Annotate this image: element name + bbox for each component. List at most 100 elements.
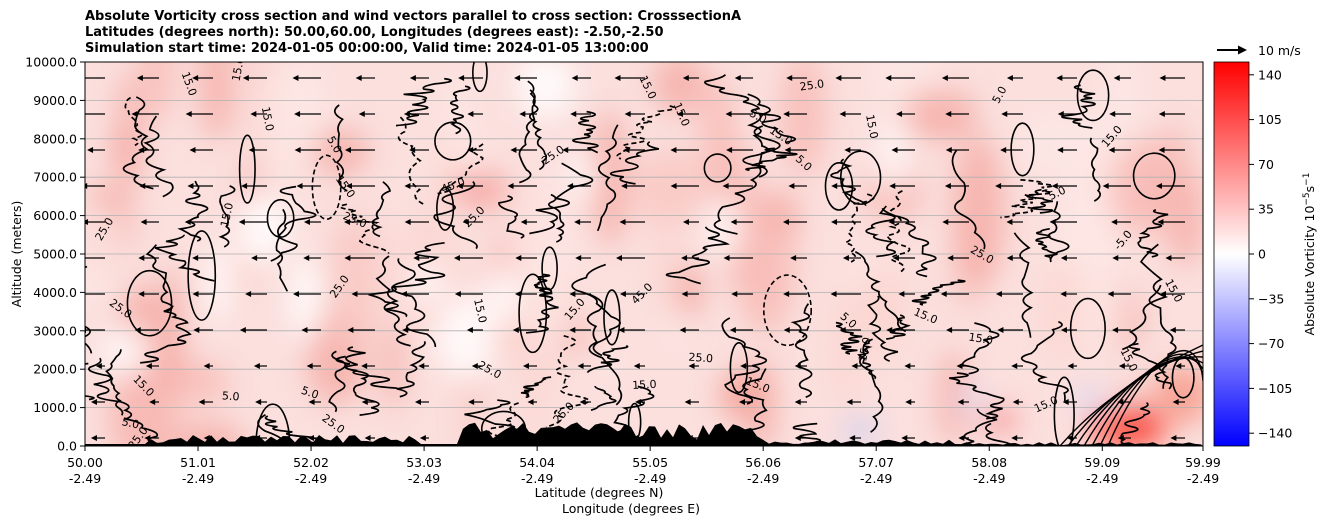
contour-loop [729, 342, 749, 394]
wind-arrowhead [842, 255, 849, 261]
wind-arrowhead [1006, 219, 1013, 225]
wind-arrowhead [241, 183, 248, 189]
wind-arrowhead [623, 147, 630, 153]
contour-line [122, 96, 154, 190]
wind-arrowhead [1062, 399, 1069, 405]
contour-label: 5.0 [300, 384, 321, 402]
contour-line [857, 338, 877, 380]
contour-line [1047, 201, 1070, 263]
wind-arrowhead [1112, 255, 1119, 261]
wind-arrowhead [784, 147, 791, 153]
contour-line [1089, 137, 1101, 202]
wind-arrowhead [520, 219, 527, 225]
x-tick-label-lat: 50.00 [67, 455, 103, 470]
wind-arrowhead [1113, 75, 1120, 81]
wind-arrowhead [192, 291, 199, 297]
contour-line [449, 85, 471, 135]
wind-arrowhead [347, 327, 354, 333]
wind-arrowhead [1066, 435, 1073, 441]
wind-arrowhead [734, 75, 741, 81]
wind-arrowhead [1157, 219, 1164, 225]
wind-arrowhead [831, 219, 838, 225]
contour-line [1107, 350, 1203, 446]
contour-line [881, 207, 937, 278]
field-blob [632, 147, 706, 229]
wind-arrowhead [138, 147, 145, 153]
contour-line [572, 110, 599, 154]
wind-arrowhead [364, 435, 371, 441]
contour-line [529, 162, 594, 235]
field-blob [903, 88, 978, 142]
wind-arrowhead [635, 399, 642, 405]
wind-arrowhead [624, 111, 631, 117]
wind-arrowhead [292, 291, 299, 297]
wind-arrowhead [292, 75, 299, 81]
field-blob [652, 219, 678, 317]
colorbar-tick-label: −70 [1258, 336, 1284, 351]
wind-arrowhead [400, 291, 407, 297]
x-tick-label-lon: -2.49 [521, 471, 553, 486]
wind-arrowhead [1158, 147, 1165, 153]
chart-title-line-1: Absolute Vorticity cross section and win… [85, 9, 742, 24]
contour-label: 15.0 [632, 378, 657, 392]
wind-arrowhead [1169, 327, 1176, 333]
wind-arrowhead [1057, 147, 1064, 153]
contour-line [1013, 232, 1034, 338]
contour-lines [85, 62, 1203, 446]
contour-line [792, 422, 822, 446]
wind-arrowhead [458, 75, 465, 81]
wind-arrowhead [467, 147, 474, 153]
x-tick-label-lat: 51.01 [180, 455, 216, 470]
wind-arrowhead [619, 219, 626, 225]
wind-arrowhead [1011, 363, 1018, 369]
wind-arrowhead [1170, 435, 1177, 441]
x-tick-label-lon: -2.49 [973, 471, 1005, 486]
wind-arrowhead [85, 183, 88, 189]
colorbar-tick-label: 35 [1258, 202, 1274, 217]
contour-loop [518, 273, 548, 354]
wind-arrowhead [404, 183, 411, 189]
field-blob [880, 125, 905, 194]
x-tick-label-lon: -2.49 [1187, 471, 1219, 486]
contour-loop [1069, 297, 1106, 360]
wind-arrowhead [519, 111, 526, 117]
contour-line [1026, 188, 1054, 214]
colorbar-tick-label: −140 [1258, 426, 1292, 441]
field-blob [291, 254, 322, 343]
quiver-key-label: 10 m/s [1258, 43, 1301, 58]
wind-arrowhead [248, 147, 255, 153]
wind-arrowhead [942, 219, 949, 225]
wind-arrowhead [185, 111, 192, 117]
gridlines [85, 100, 1203, 409]
wind-arrowhead [250, 111, 257, 117]
wind-arrowhead [892, 255, 899, 261]
wind-arrowhead [239, 327, 246, 333]
wind-arrowhead [245, 291, 252, 297]
wind-arrowhead [901, 435, 908, 441]
wind-arrowhead [193, 327, 200, 333]
field-blob [678, 260, 702, 320]
wind-arrowhead [138, 291, 145, 297]
wind-arrowhead [839, 111, 846, 117]
contour-line [433, 181, 478, 250]
contour-loop [266, 198, 295, 238]
wind-arrowhead [569, 291, 576, 297]
contour-line [830, 158, 867, 206]
wind-arrowhead [507, 183, 514, 189]
contour-loop [1053, 376, 1075, 446]
wind-arrowhead [413, 255, 420, 261]
contour-line [665, 226, 731, 285]
terrain [85, 422, 1203, 446]
contour-line [742, 93, 771, 178]
wind-arrowhead [307, 435, 314, 441]
contour-line [518, 80, 536, 184]
wind-arrowhead [1111, 219, 1118, 225]
wind-arrowhead [306, 363, 313, 369]
wind-arrowhead [90, 399, 97, 405]
field-blob [111, 130, 139, 170]
contour-label: 25.0 [799, 77, 825, 93]
wind-arrowhead [1006, 255, 1013, 261]
wind-arrowhead [409, 75, 416, 81]
wind-arrowhead [344, 255, 351, 261]
